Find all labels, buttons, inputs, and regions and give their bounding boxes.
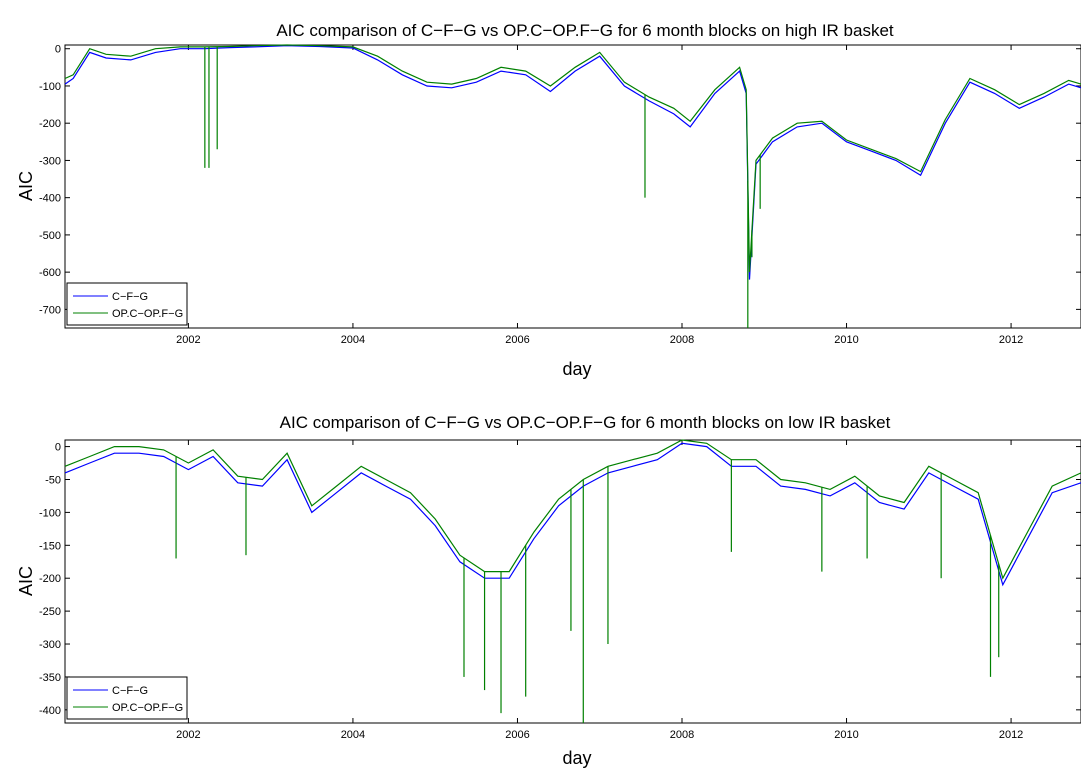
legend-box (66, 676, 188, 720)
x-tick-label: 2006 (505, 729, 529, 741)
chart-low-ir: AIC comparison of C−F−G vs OP.C−OP.F−G f… (16, 413, 1081, 768)
x-axis-label: day (562, 748, 591, 768)
legend: C−F−G OP.C−OP.F−G (66, 676, 188, 720)
chart-title: AIC comparison of C−F−G vs OP.C−OP.F−G f… (276, 21, 894, 40)
legend-box (66, 282, 188, 326)
x-tick-label: 2002 (176, 334, 200, 346)
y-tick-label: -200 (39, 118, 61, 130)
x-tick-label: 2010 (834, 729, 858, 741)
y-tick-label: -100 (39, 507, 61, 519)
plot-area (64, 439, 1081, 724)
legend-label-op: OP.C−OP.F−G (112, 308, 183, 320)
y-tick-label: -150 (39, 540, 61, 552)
plot-area (64, 44, 1081, 329)
x-tick-label: 2010 (834, 334, 858, 346)
legend-label-cfg: C−F−G (112, 685, 148, 697)
series-group (64, 44, 1081, 328)
series-line-1 (64, 439, 1081, 580)
y-tick-label: -400 (39, 193, 61, 205)
x-tick-label: 2006 (505, 334, 529, 346)
y-axis-label: AIC (16, 171, 36, 201)
y-tick-label: -600 (39, 267, 61, 279)
x-tick-label: 2004 (341, 334, 365, 346)
x-tick-label: 2008 (670, 334, 694, 346)
tick-group: 2002 2004 2006 2008 2010 2012 0 -100 -200 -300 -40… (39, 44, 1081, 346)
tick-group: 2002 2004 2006 2008 2010 2012 0 -50 -100 -150 -200… (39, 440, 1081, 741)
x-tick-label: 2008 (670, 729, 694, 741)
x-axis-label: day (562, 359, 591, 379)
y-axis-label: AIC (16, 566, 36, 596)
y-tick-label: -100 (39, 81, 61, 93)
x-tick-label: 2004 (341, 729, 365, 741)
y-tick-label: -200 (39, 573, 61, 585)
x-tick-label: 2012 (999, 334, 1023, 346)
legend-label-cfg: C−F−G (112, 291, 148, 303)
legend: C−F−G OP.C−OP.F−G (66, 282, 188, 326)
x-tick-label: 2002 (176, 729, 200, 741)
chart-high-ir: AIC comparison of C−F−G vs OP.C−OP.F−G f… (16, 21, 1081, 379)
y-tick-label: 0 (55, 44, 61, 56)
y-tick-label: 0 (55, 442, 61, 454)
y-tick-label: -350 (39, 672, 61, 684)
y-tick-label: -400 (39, 705, 61, 717)
y-tick-label: -700 (39, 304, 61, 316)
y-tick-label: -50 (45, 474, 61, 486)
y-tick-label: -300 (39, 155, 61, 167)
y-tick-label: -500 (39, 230, 61, 242)
legend-label-op: OP.C−OP.F−G (112, 702, 183, 714)
x-tick-label: 2012 (999, 729, 1023, 741)
series-group (64, 439, 1081, 723)
y-tick-label: -250 (39, 606, 61, 618)
y-tick-label: -300 (39, 639, 61, 651)
chart-title: AIC comparison of C−F−G vs OP.C−OP.F−G f… (280, 413, 891, 432)
